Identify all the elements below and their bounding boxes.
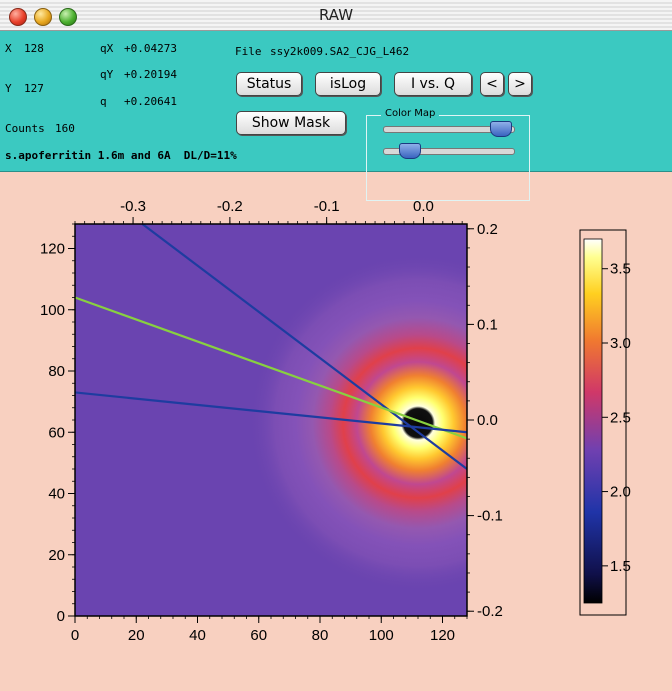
x-tick-label: 20 <box>128 627 145 644</box>
x-label: X <box>5 42 12 55</box>
y-tick-label: 40 <box>48 486 65 503</box>
qy-tick-label: 0.0 <box>477 412 498 429</box>
qx-tick-label: -0.1 <box>314 198 340 215</box>
y-tick-label: 80 <box>48 363 65 380</box>
color-map-group: Color Map <box>366 108 530 201</box>
x-tick-label: 120 <box>430 627 455 644</box>
colorbar-tick-label: 3.0 <box>610 335 631 352</box>
islog-button[interactable]: isLog <box>315 72 381 96</box>
next-button[interactable]: > <box>508 72 532 96</box>
y-value: 127 <box>24 82 44 95</box>
y-tick-label: 100 <box>40 302 65 319</box>
status-button[interactable]: Status <box>236 72 302 96</box>
colorbar-tick-label: 2.5 <box>610 409 631 426</box>
previous-button[interactable]: < <box>480 72 504 96</box>
y-tick-label: 120 <box>40 241 65 258</box>
x-tick-label: 40 <box>189 627 206 644</box>
color-map-bottom-slider-thumb[interactable] <box>399 143 421 159</box>
file-name: ssy2k009.SA2_CJG_L462 <box>270 45 410 58</box>
qy-tick-label: 0.1 <box>477 316 498 333</box>
qy-label: qY <box>100 68 114 81</box>
x-tick-label: 80 <box>312 627 329 644</box>
minimize-window-button[interactable] <box>34 8 52 26</box>
color-map-top-slider[interactable] <box>383 126 515 133</box>
control-panel: X 128 Y 127 qX +0.04273 qY +0.20194 q +0… <box>0 31 672 201</box>
window-title: RAW <box>318 6 354 24</box>
y-tick-label: 60 <box>48 424 65 441</box>
y-label: Y <box>5 82 12 95</box>
counts-value: 160 <box>55 122 75 135</box>
y-tick-label: 20 <box>48 547 65 564</box>
colorbar-tick-label: 1.5 <box>610 558 631 575</box>
qx-value: +0.04273 <box>124 42 177 55</box>
color-map-label: Color Map <box>381 108 440 119</box>
x-tick-label: 60 <box>250 627 267 644</box>
x-tick-label: 0 <box>71 627 79 644</box>
scattering-rings <box>248 253 467 594</box>
show-mask-button[interactable]: Show Mask <box>236 111 346 135</box>
file-label: File <box>235 45 262 58</box>
window-titlebar: RAW <box>0 0 672 31</box>
detector-plot: 0 20 40 60 80 100 120 0 20 40 60 80 100 120 -0.3 -0.2 -0… <box>40 198 631 644</box>
qx-label: qX <box>100 42 114 55</box>
zoom-window-button[interactable] <box>59 8 77 26</box>
sample-description: s.apoferritin 1.6m and 6A DL/D=11% <box>5 149 237 162</box>
close-window-button[interactable] <box>9 8 27 26</box>
q-label: q <box>100 95 107 108</box>
color-map-top-slider-thumb[interactable] <box>490 121 512 137</box>
cut-line[interactable] <box>75 296 467 440</box>
counts-label: Counts <box>5 122 45 135</box>
qx-tick-label: -0.3 <box>120 198 146 215</box>
qx-tick-label: -0.2 <box>217 198 243 215</box>
y-tick-label: 0 <box>57 608 65 625</box>
colorbar-tick-label: 3.5 <box>610 261 631 278</box>
qy-tick-label: 0.2 <box>477 221 498 238</box>
qx-tick-label: 0.0 <box>413 198 434 215</box>
colorbar-tick-label: 2.0 <box>610 484 631 501</box>
x-tick-label: 100 <box>369 627 394 644</box>
color-map-bottom-slider[interactable] <box>383 148 515 155</box>
qy-value: +0.20194 <box>124 68 177 81</box>
qy-tick-label: -0.2 <box>477 603 503 620</box>
cut-line[interactable] <box>75 391 467 434</box>
i-vs-q-button[interactable]: I vs. Q <box>394 72 472 96</box>
x-value: 128 <box>24 42 44 55</box>
q-value: +0.20641 <box>124 95 177 108</box>
qy-tick-label: -0.1 <box>477 508 503 525</box>
cut-line[interactable] <box>141 224 467 470</box>
colorbar <box>583 238 603 604</box>
